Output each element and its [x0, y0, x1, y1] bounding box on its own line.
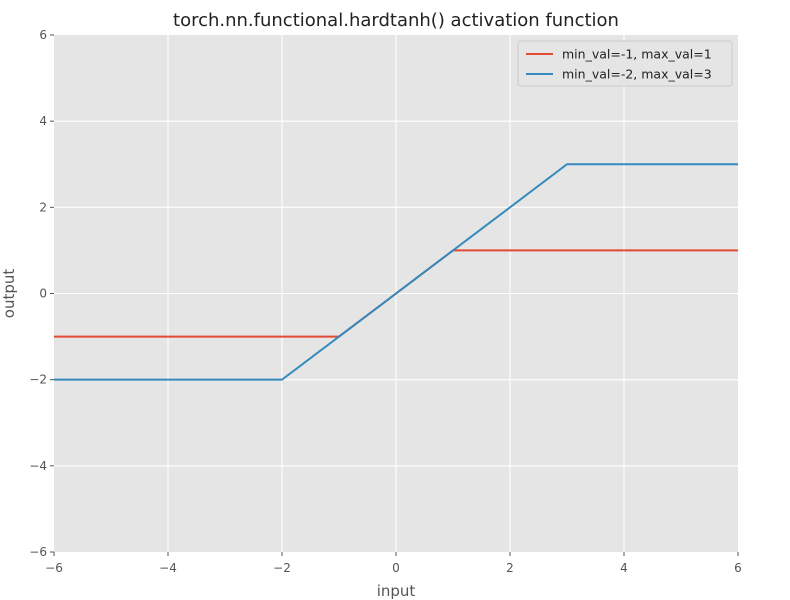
- y-tick-label: −6: [29, 545, 47, 559]
- y-tick-label: 6: [39, 28, 47, 42]
- legend-label: min_val=-1, max_val=1: [562, 47, 712, 62]
- x-axis-label: input: [377, 582, 416, 600]
- y-tick-label: −4: [29, 459, 47, 473]
- y-tick-label: 0: [39, 287, 47, 301]
- x-tick-label: 4: [620, 561, 628, 575]
- chart-title: torch.nn.functional.hardtanh() activatio…: [173, 10, 619, 31]
- y-axis-label: output: [0, 269, 18, 319]
- y-tick-label: 2: [39, 200, 47, 214]
- y-tick-label: −2: [29, 373, 47, 387]
- x-tick-label: 6: [734, 561, 742, 575]
- legend-box: [517, 40, 733, 87]
- x-tick-label: −2: [273, 561, 291, 575]
- series-lines: [54, 163, 738, 381]
- x-tick-label: −4: [159, 561, 177, 575]
- y-tick-label: 4: [39, 114, 47, 128]
- legend-label: min_val=-2, max_val=3: [562, 67, 712, 82]
- x-tick-label: 0: [392, 561, 400, 575]
- x-tick-label: 2: [506, 561, 514, 575]
- legend: min_val=-1, max_val=1 min_val=-2, max_val…: [517, 40, 733, 87]
- axis-ticks: −6 −4 −2 0 2 4 6 −6 −4 −2 0 2 4 6: [29, 28, 742, 575]
- series-line-2: [54, 163, 738, 381]
- x-tick-label: −6: [45, 561, 63, 575]
